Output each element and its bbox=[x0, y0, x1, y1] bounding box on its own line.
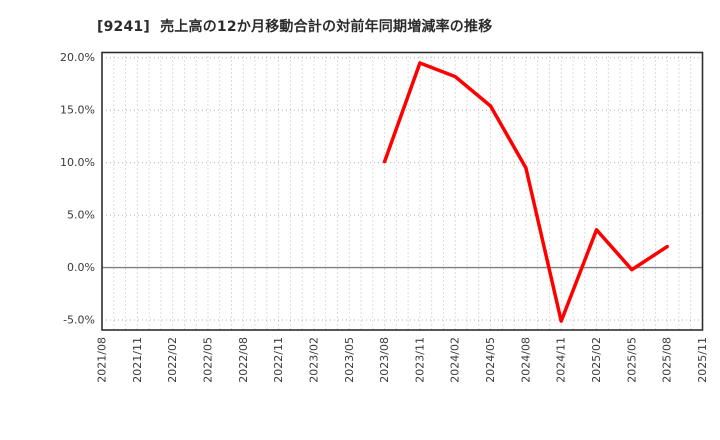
data-line bbox=[382, 61, 669, 323]
x-tick-label: 2024/05 bbox=[484, 337, 497, 383]
x-tick-label: 2025/08 bbox=[661, 337, 674, 383]
x-tick-label: 2023/02 bbox=[307, 337, 320, 383]
x-tick-label: 2024/08 bbox=[519, 337, 532, 383]
x-tick-label: 2025/05 bbox=[625, 337, 638, 383]
x-tick-label: 2023/11 bbox=[413, 337, 426, 383]
y-tick-label: 0.0% bbox=[67, 261, 95, 274]
x-tick-label: 2021/08 bbox=[96, 337, 109, 383]
x-tick-label: 2022/08 bbox=[237, 337, 250, 383]
y-tick-label: 5.0% bbox=[67, 209, 95, 222]
plot-frame bbox=[101, 51, 704, 331]
y-tick-label: 15.0% bbox=[60, 104, 95, 117]
y-tick-label: 20.0% bbox=[60, 51, 95, 64]
y-tick-label: -5.0% bbox=[63, 314, 95, 327]
y-tick-label: 10.0% bbox=[60, 156, 95, 169]
x-tick-label: 2023/05 bbox=[343, 337, 356, 383]
x-tick-label: 2024/11 bbox=[555, 337, 568, 383]
x-tick-label: 2025/11 bbox=[696, 337, 709, 383]
x-tick-label: 2023/08 bbox=[378, 337, 391, 383]
x-tick-label: 2025/02 bbox=[590, 337, 603, 383]
x-tick-label: 2024/02 bbox=[449, 337, 462, 383]
x-tick-label: 2022/02 bbox=[166, 337, 179, 383]
x-tick-label: 2022/05 bbox=[201, 337, 214, 383]
x-tick-label: 2021/11 bbox=[131, 337, 144, 383]
x-tick-label: 2022/11 bbox=[272, 337, 285, 383]
chart-title: [9241] 売上高の12か月移動合計の対前年同期増減率の推移 bbox=[97, 19, 493, 35]
